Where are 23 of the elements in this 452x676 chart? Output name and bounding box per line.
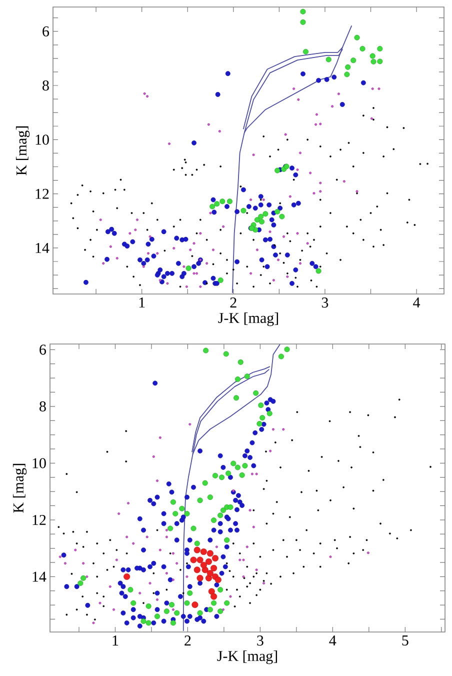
x-tick-label: 3 [257,636,264,646]
x-tick-label: 4 [413,298,420,308]
y-axis-title: K [mag] [16,126,30,176]
x-axis-title: J-K [mag] [217,650,277,664]
x-tick-label: 4 [329,636,336,646]
y-tick-label: 12 [32,514,46,525]
x-tick-label: 2 [230,298,236,308]
y-axis-title: K [mag] [12,464,27,513]
y-tick-label: 10 [36,134,49,145]
y-tick-label: 6 [40,344,46,355]
y-tick-label: 10 [32,458,46,468]
y-tick-label: 12 [36,188,49,199]
y-tick-label: 14 [32,572,46,582]
x-tick-label: 5 [402,636,408,646]
x-tick-label: 3 [322,298,328,308]
y-tick-label: 14 [36,243,50,253]
x-tick-label: 2 [184,636,191,646]
y-tick-label: 8 [42,80,49,91]
y-tick-label: 6 [42,26,50,36]
x-axis-title: J-K [mag] [218,312,278,326]
x-tick-label: 1 [139,298,145,308]
x-tick-label: 1 [112,636,118,646]
y-tick-label: 8 [40,401,46,412]
